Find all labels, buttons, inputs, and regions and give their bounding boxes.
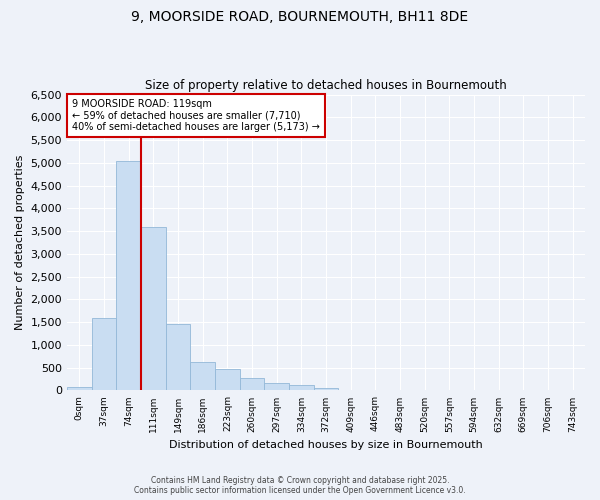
Text: Contains HM Land Registry data © Crown copyright and database right 2025.
Contai: Contains HM Land Registry data © Crown c… [134, 476, 466, 495]
Text: 9 MOORSIDE ROAD: 119sqm
← 59% of detached houses are smaller (7,710)
40% of semi: 9 MOORSIDE ROAD: 119sqm ← 59% of detache… [72, 99, 320, 132]
Bar [190, 362, 215, 390]
Bar [116, 160, 141, 390]
X-axis label: Distribution of detached houses by size in Bournemouth: Distribution of detached houses by size … [169, 440, 483, 450]
Bar [67, 388, 92, 390]
Bar [141, 226, 166, 390]
Bar [289, 386, 314, 390]
Bar [265, 383, 289, 390]
Bar [166, 324, 190, 390]
Text: 9, MOORSIDE ROAD, BOURNEMOUTH, BH11 8DE: 9, MOORSIDE ROAD, BOURNEMOUTH, BH11 8DE [131, 10, 469, 24]
Bar [92, 318, 116, 390]
Bar [215, 368, 239, 390]
Bar [239, 378, 265, 390]
Bar [314, 388, 338, 390]
Title: Size of property relative to detached houses in Bournemouth: Size of property relative to detached ho… [145, 79, 507, 92]
Y-axis label: Number of detached properties: Number of detached properties [15, 155, 25, 330]
